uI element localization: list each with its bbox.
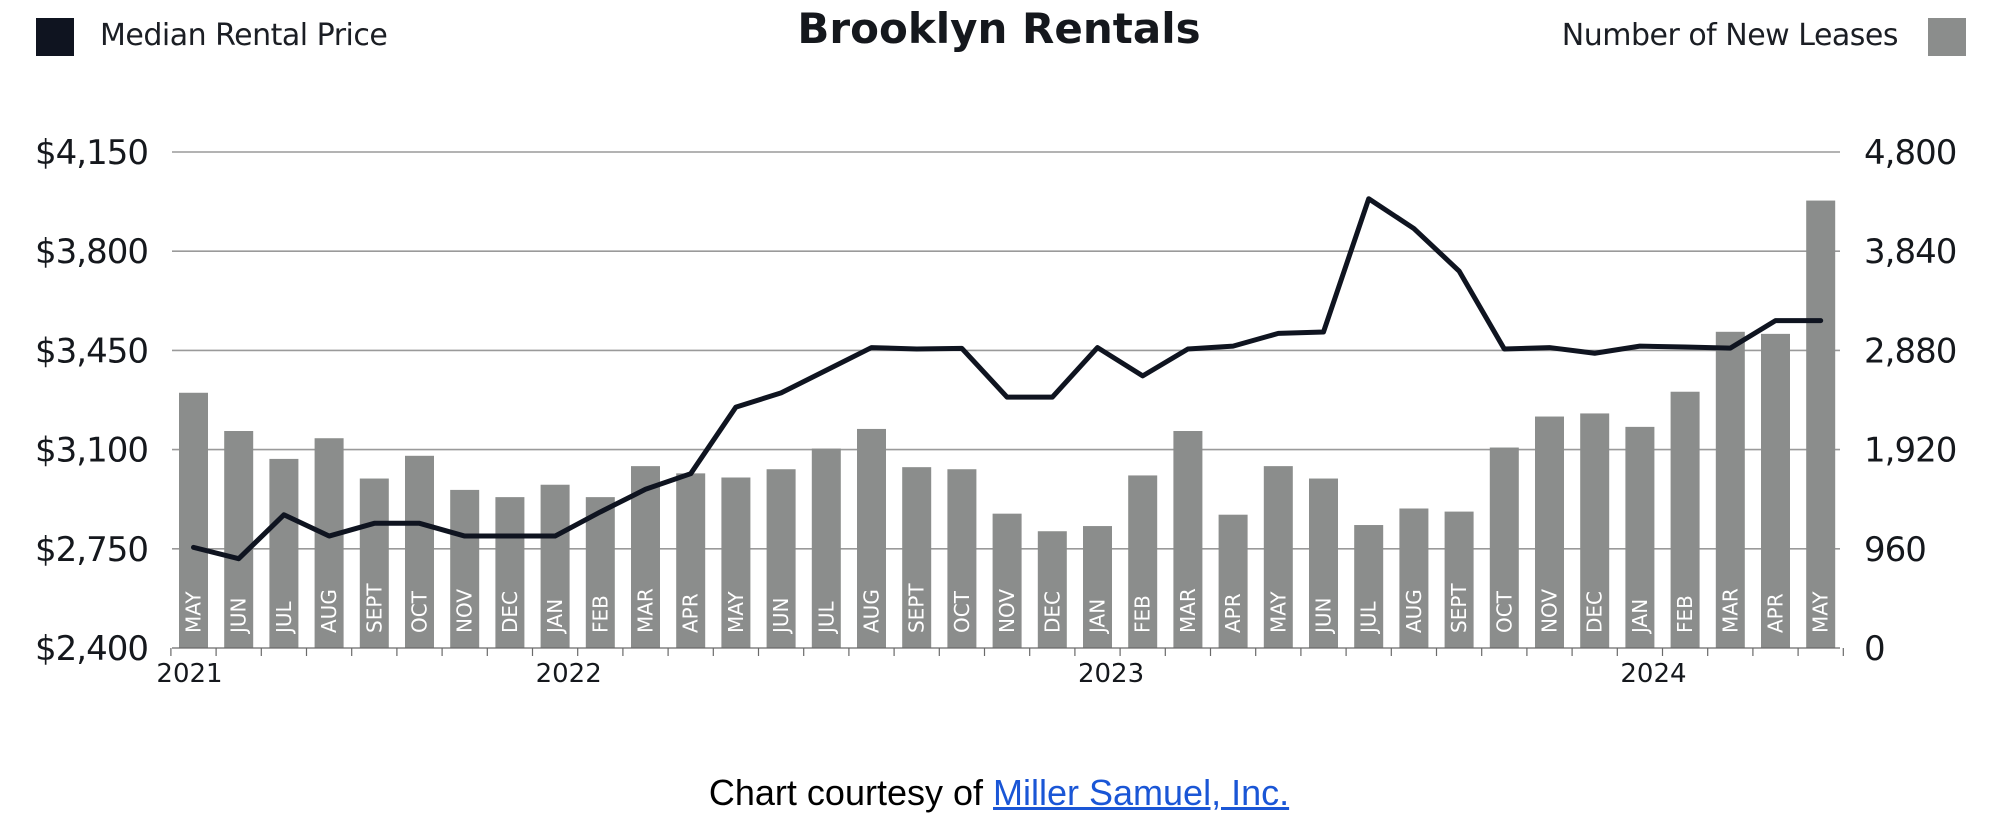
bar xyxy=(721,477,751,648)
category-label: FEB xyxy=(588,595,612,633)
bar xyxy=(495,497,525,648)
legend-label-number-of-new-leases: Number of New Leases xyxy=(1561,18,1899,53)
category-label: NOV xyxy=(995,589,1019,633)
bar xyxy=(1625,426,1655,648)
bar xyxy=(1354,525,1384,648)
y-right-tick-label: 0 xyxy=(1864,629,1885,669)
category-label: JUL xyxy=(814,600,838,635)
bar xyxy=(1128,475,1158,648)
chart-credit: Chart courtesy of Miller Samuel, Inc. xyxy=(0,772,1998,814)
chart-title: Brooklyn Rentals xyxy=(797,4,1201,53)
bar xyxy=(1489,447,1519,648)
y-right-tick-label: 2,880 xyxy=(1864,331,1956,371)
category-label: AUG xyxy=(860,589,884,633)
bar xyxy=(224,431,254,648)
bar xyxy=(1761,333,1790,648)
bar xyxy=(1715,331,1745,648)
y-right-tick-label: 1,920 xyxy=(1864,431,1956,471)
category-label: MAY xyxy=(182,591,206,633)
bar xyxy=(359,478,389,648)
y-left-tick-label: $3,100 xyxy=(35,431,148,471)
bar xyxy=(1037,531,1067,648)
y-left-tick-label: $2,750 xyxy=(35,530,148,570)
category-label: SEPT xyxy=(362,583,386,633)
category-label: OCT xyxy=(950,590,974,633)
y-right-tick-label: 3,840 xyxy=(1864,232,1956,272)
bar xyxy=(585,497,615,648)
credit-prefix: Chart courtesy of xyxy=(708,772,994,813)
bar xyxy=(902,467,932,648)
bar xyxy=(766,469,796,648)
bar xyxy=(1399,508,1429,648)
category-label: OCT xyxy=(1492,590,1516,633)
bar xyxy=(269,458,299,648)
category-label: NOV xyxy=(453,589,477,633)
legend-swatch-number-of-new-leases xyxy=(1928,18,1966,56)
bar xyxy=(811,448,841,648)
bar xyxy=(405,455,434,648)
category-label: JUL xyxy=(272,600,296,635)
bar xyxy=(1218,514,1248,648)
legend-swatch-median-rental-price xyxy=(36,18,74,56)
bar xyxy=(1263,466,1293,648)
category-label: JUN xyxy=(227,598,251,636)
chart-plot: $2,400 $2,750 $3,100 $3,450 $3,800 $4,150 0 960… xyxy=(35,133,1957,689)
bar xyxy=(857,428,886,648)
category-label: DEC xyxy=(1583,591,1607,633)
category-label: DEC xyxy=(1040,591,1064,633)
y-left-tick-label: $4,150 xyxy=(35,133,148,173)
y-left-tick-label: $3,450 xyxy=(35,331,148,371)
category-label: JUN xyxy=(1312,598,1336,636)
category-label: JAN xyxy=(1086,599,1110,635)
category-label: NOV xyxy=(1538,589,1562,633)
bar xyxy=(314,438,344,648)
category-label: MAY xyxy=(1266,591,1290,633)
bar xyxy=(1083,526,1112,648)
miller-samuel-link[interactable]: Miller Samuel, Inc. xyxy=(993,772,1290,813)
bar xyxy=(1580,413,1610,648)
category-label: APR xyxy=(1221,593,1245,633)
category-label: MAY xyxy=(1809,591,1833,633)
bar xyxy=(450,489,480,648)
y-left-tick-label: $3,800 xyxy=(35,232,148,272)
bar xyxy=(1806,200,1836,649)
category-label: MAY xyxy=(724,591,748,633)
category-label: APR xyxy=(679,593,703,633)
category-label: MAR xyxy=(1176,588,1200,633)
bar xyxy=(1444,511,1474,648)
category-label: OCT xyxy=(408,590,432,633)
year-label: 2024 xyxy=(1620,659,1686,689)
line-series-median-rental-price xyxy=(191,196,1824,562)
year-label: 2022 xyxy=(536,659,602,689)
category-label: AUG xyxy=(1402,589,1426,633)
bar xyxy=(947,469,977,648)
category-label: JAN xyxy=(543,599,567,635)
year-label: 2021 xyxy=(156,659,222,689)
category-label: APR xyxy=(1764,593,1788,633)
category-label: JUL xyxy=(1357,600,1381,635)
category-label: JAN xyxy=(1628,599,1652,635)
category-label: MAR xyxy=(634,588,658,633)
y-right-tick-label: 4,800 xyxy=(1864,133,1956,173)
category-label: AUG xyxy=(317,589,341,633)
category-label: FEB xyxy=(1673,595,1697,633)
category-label: SEPT xyxy=(905,583,929,633)
category-label: FEB xyxy=(1131,595,1155,633)
y-left-tick-label: $2,400 xyxy=(35,629,148,669)
category-label: JUN xyxy=(769,598,793,636)
bar xyxy=(1309,478,1338,648)
legend-label-median-rental-price: Median Rental Price xyxy=(100,18,388,53)
category-label: DEC xyxy=(498,591,522,633)
bar xyxy=(1670,391,1700,648)
bar xyxy=(992,513,1022,648)
bar xyxy=(540,484,570,648)
category-label: MAR xyxy=(1718,588,1742,633)
bar xyxy=(179,392,208,648)
bar xyxy=(1535,416,1564,648)
bar xyxy=(676,473,706,648)
bar xyxy=(1173,431,1203,648)
y-right-tick-label: 960 xyxy=(1864,530,1926,570)
year-label: 2023 xyxy=(1078,659,1144,689)
category-label: SEPT xyxy=(1447,583,1471,633)
